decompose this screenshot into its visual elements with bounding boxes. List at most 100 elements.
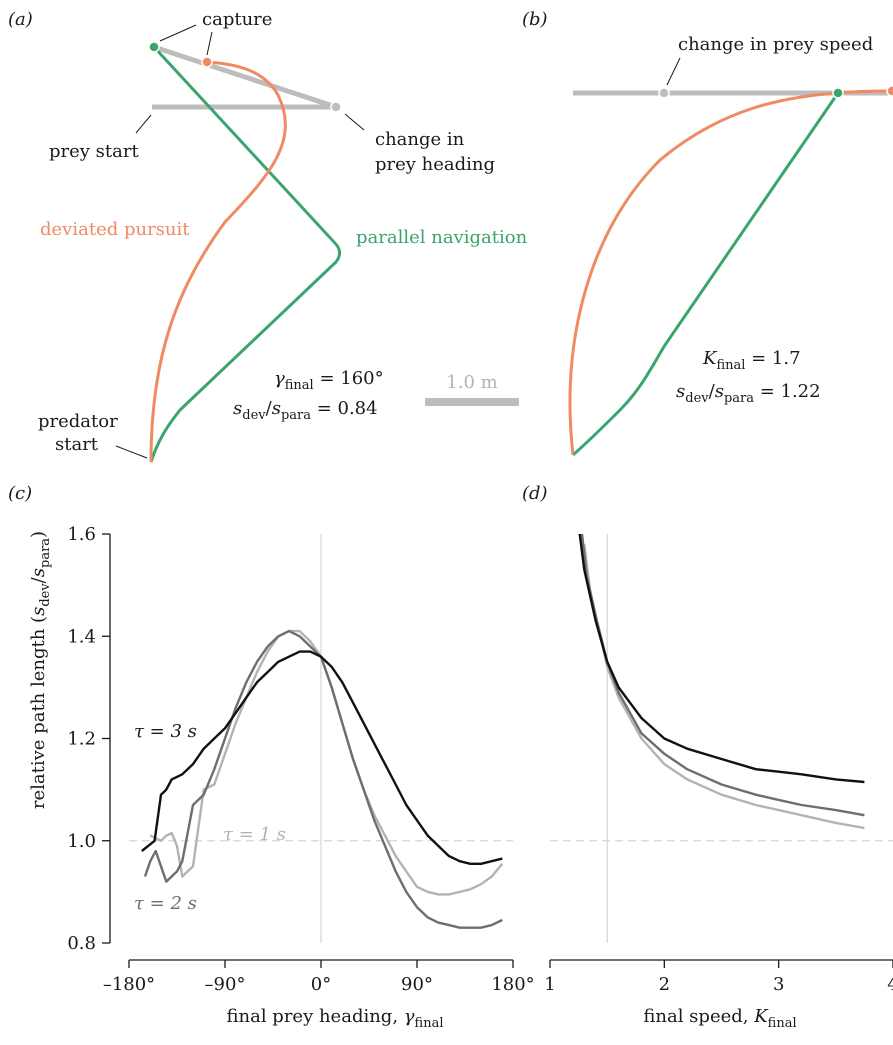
s-dev-symbol: s <box>233 398 242 419</box>
capture-label: capture <box>202 9 272 30</box>
series-line-c <box>149 629 504 896</box>
axes-c: –180° –90° 0° 90° 180° 0.8 1.0 1.2 1.4 1.6 <box>67 524 534 995</box>
k-symbol: K <box>702 348 718 369</box>
panel-d: (d) 1 2 3 4 final speed, Kfinal <box>522 483 893 1031</box>
predator-start-leader <box>115 445 148 459</box>
xlabel-c-sub: final <box>415 1016 444 1031</box>
capture-leader-2 <box>206 31 213 56</box>
change-heading-label-2: prey heading <box>375 154 495 175</box>
s-para-subscript-b: para <box>724 391 754 406</box>
prey-start-label: prey start <box>49 141 139 162</box>
s-dev-symbol-b: s <box>676 381 685 402</box>
x-tick-label-d: 4 <box>887 974 893 995</box>
ylabel-sub2: para <box>38 538 53 568</box>
plot-lines-d <box>578 533 865 830</box>
parallel-navigation-path <box>149 45 342 463</box>
parallel-navigation-label: parallel navigation <box>356 227 528 248</box>
s-dev-subscript: dev <box>242 408 266 423</box>
xlabel-d-pre: final speed, <box>643 1006 754 1027</box>
gamma-symbol: γ <box>274 368 285 389</box>
ratio-slash-b: / <box>709 381 716 402</box>
heading-leader <box>344 113 365 131</box>
ylabel-sub1: dev <box>38 583 53 607</box>
y-tick-label-c: 0.8 <box>67 933 96 954</box>
series-line-d <box>578 533 865 784</box>
y-axis-label: relative path length (sdev/spara) <box>28 531 53 809</box>
ratio-annotation-b: sdev/spara = 1.22 <box>676 381 821 406</box>
deviated-pursuit-path <box>149 60 287 463</box>
series-line-c <box>143 629 503 929</box>
deviated-pursuit-label: deviated pursuit <box>40 219 190 240</box>
deviated-capture-marker <box>201 56 213 68</box>
ylabel-post: ) <box>28 531 49 538</box>
gamma-final-annotation: γfinal = 160° <box>274 368 384 393</box>
speed-change-marker <box>658 87 670 99</box>
s-para-symbol: s <box>272 398 281 419</box>
ratio-slash: / <box>266 398 273 419</box>
s-para-subscript: para <box>281 408 311 423</box>
capture-leader-1 <box>159 24 197 42</box>
ratio-value-a: = 0.84 <box>311 398 378 419</box>
series-line-c <box>141 650 503 865</box>
x-tick-label-d: 1 <box>544 974 555 995</box>
prey-heading-path <box>153 44 337 110</box>
change-heading-label-1: change in <box>375 129 465 150</box>
parallel-navigation-path-b <box>572 92 840 457</box>
tau3-label: τ = 3 s <box>134 721 197 742</box>
change-speed-label: change in prey speed <box>678 34 873 55</box>
tau2-label: τ = 2 s <box>134 893 197 914</box>
x-tick-label-c: 180° <box>491 974 534 995</box>
gamma-subscript: final <box>285 378 314 393</box>
y-tick-label-c: 1.4 <box>67 626 96 647</box>
x-tick-label-c: 0° <box>311 974 331 995</box>
panel-c: (c) relative path length (sdev/spara) –1… <box>8 483 535 1031</box>
parallel-capture-marker <box>148 41 160 53</box>
tau1-label: τ = 1 s <box>223 824 286 845</box>
ylabel-slash: / <box>28 576 49 583</box>
deviated-capture-marker-b <box>886 85 893 97</box>
axes-d: 1 2 3 4 <box>544 534 893 995</box>
xlabel-c-pre: final prey heading, <box>226 1006 403 1027</box>
parallel-capture-marker-b <box>832 87 844 99</box>
s-para-symbol-b: s <box>715 381 724 402</box>
prey-start-leader <box>135 114 152 134</box>
panel-b: (b) change in prey speed Kfinal = 1.7 sd… <box>522 9 893 457</box>
x-tick-label-d: 3 <box>773 974 784 995</box>
speed-change-leader <box>666 57 681 86</box>
y-tick-label-c: 1.0 <box>67 831 96 852</box>
panel-d-label: (d) <box>522 483 548 504</box>
y-tick-label-c: 1.2 <box>67 729 96 750</box>
x-tick-label-d: 2 <box>659 974 670 995</box>
panel-a: (a) capture prey start change in prey he… <box>8 9 528 463</box>
ratio-annotation-a: sdev/spara = 0.84 <box>233 398 378 423</box>
xlabel-d-sym: K <box>753 1006 769 1027</box>
x-tick-label-c: –90° <box>205 974 246 995</box>
panel-b-label: (b) <box>522 9 548 30</box>
ylabel-s1: s <box>28 607 49 616</box>
predator-start-label-1: predator <box>38 411 118 432</box>
k-final-annotation: Kfinal = 1.7 <box>702 348 801 373</box>
predator-start-label-2: start <box>55 434 99 455</box>
heading-change-marker <box>330 101 342 113</box>
panel-a-label: (a) <box>8 9 33 30</box>
k-subscript: final <box>716 358 745 373</box>
series-line-d <box>580 533 865 817</box>
s-dev-subscript-b: dev <box>685 391 709 406</box>
x-tick-label-c: 90° <box>401 974 433 995</box>
xlabel-c-sym: γ <box>404 1006 415 1027</box>
plot-lines-c <box>141 629 504 929</box>
ylabel-s2: s <box>28 568 49 577</box>
xlabel-d-sub: final <box>768 1016 797 1031</box>
panel-c-label: (c) <box>8 483 32 504</box>
x-axis-label-d: final speed, Kfinal <box>643 1006 796 1031</box>
x-tick-label-c: –180° <box>103 974 155 995</box>
y-tick-label-c: 1.6 <box>67 524 96 545</box>
scale-bar-label: 1.0 m <box>446 372 497 393</box>
deviated-pursuit-path-b <box>568 89 893 456</box>
ratio-value-b: = 1.22 <box>754 381 821 402</box>
ylabel-pre: relative path length ( <box>28 616 49 809</box>
gamma-value: = 160° <box>314 368 384 389</box>
x-axis-label-c: final prey heading, γfinal <box>226 1006 443 1031</box>
k-value: = 1.7 <box>745 348 800 369</box>
